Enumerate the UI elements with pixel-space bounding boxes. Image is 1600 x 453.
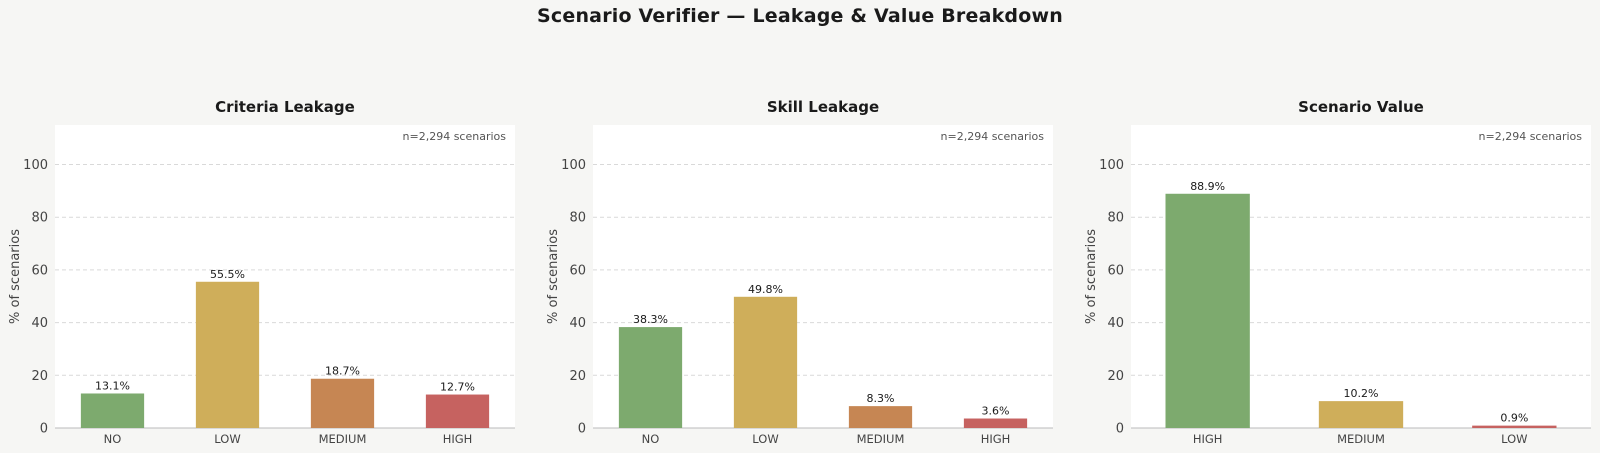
bar-high [1165,193,1250,428]
x-tick-label: NO [104,432,122,446]
x-tick-label: MEDIUM [857,432,905,446]
chart-title: Criteria Leakage [215,98,355,116]
chart-panel-1: 0 20 40 60 80 100 13.1% NO 55.5% LOW 18.7% MEDIUM 12… [8,98,515,446]
y-tick-label: 20 [31,369,48,384]
y-axis-title: % of scenarios [8,229,23,324]
bar-value-label: 8.3% [867,392,895,405]
sample-size-note: n=2,294 scenarios [403,130,507,143]
y-tick-label: 0 [1116,422,1124,437]
x-tick-label: LOW [1501,432,1527,446]
y-tick-label: 20 [569,369,586,384]
y-axis-title: % of scenarios [1084,229,1099,324]
y-tick-label: 80 [31,211,48,226]
bar-value-label: 38.3% [633,313,668,326]
bar-no [80,393,145,428]
x-tick-label: LOW [214,432,240,446]
bar-value-label: 88.9% [1190,180,1225,193]
chart-title: Skill Leakage [767,98,879,116]
y-tick-label: 60 [31,263,48,278]
bar-low [1472,425,1557,428]
y-tick-label: 100 [23,158,48,173]
bar-value-label: 13.1% [95,379,130,392]
bar-low [733,296,798,428]
x-tick-label: HIGH [443,432,473,446]
y-tick-label: 100 [561,158,586,173]
y-axis-title: % of scenarios [546,229,561,324]
sample-size-note: n=2,294 scenarios [1479,130,1583,143]
x-tick-label: HIGH [1193,432,1223,446]
y-tick-label: 0 [40,422,48,437]
bar-value-label: 10.2% [1344,387,1379,400]
bar-value-label: 0.9% [1500,412,1528,425]
bar-low [195,281,260,428]
y-tick-label: 100 [1099,158,1124,173]
y-tick-label: 20 [1107,369,1124,384]
y-tick-label: 80 [569,211,586,226]
y-tick-label: 40 [1107,316,1124,331]
chart-title: Scenario Value [1298,98,1424,116]
bar-value-label: 18.7% [325,365,360,378]
bar-value-label: 49.8% [748,283,783,296]
y-tick-label: 60 [1107,263,1124,278]
x-tick-label: MEDIUM [1337,432,1385,446]
y-tick-label: 40 [31,316,48,331]
y-tick-label: 40 [569,316,586,331]
chart-panel-2: 0 20 40 60 80 100 38.3% NO 49.8% LOW 8.3% MEDIUM 3.6… [546,98,1053,446]
bar-high [963,418,1028,428]
x-tick-label: MEDIUM [319,432,367,446]
bar-medium [848,406,913,428]
bar-medium [310,378,375,428]
bar-value-label: 55.5% [210,268,245,281]
chart-panel-3: 0 20 40 60 80 100 88.9% HIGH 10.2% MEDIUM 0.9% LOW S… [1084,98,1591,446]
plot-area [55,125,515,428]
sample-size-note: n=2,294 scenarios [941,130,1045,143]
bar-high [425,394,490,428]
x-tick-label: NO [642,432,660,446]
y-tick-label: 80 [1107,211,1124,226]
bar-value-label: 12.7% [440,381,475,394]
figure-title: Scenario Verifier — Leakage & Value Brea… [537,5,1063,27]
y-tick-label: 0 [578,422,586,437]
bar-medium [1318,401,1404,428]
bar-no [618,327,683,428]
x-tick-label: HIGH [981,432,1011,446]
y-tick-label: 60 [569,263,586,278]
bar-value-label: 3.6% [982,405,1010,418]
x-tick-label: LOW [752,432,778,446]
